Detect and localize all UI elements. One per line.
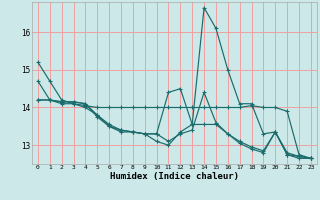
X-axis label: Humidex (Indice chaleur): Humidex (Indice chaleur) xyxy=(110,172,239,181)
